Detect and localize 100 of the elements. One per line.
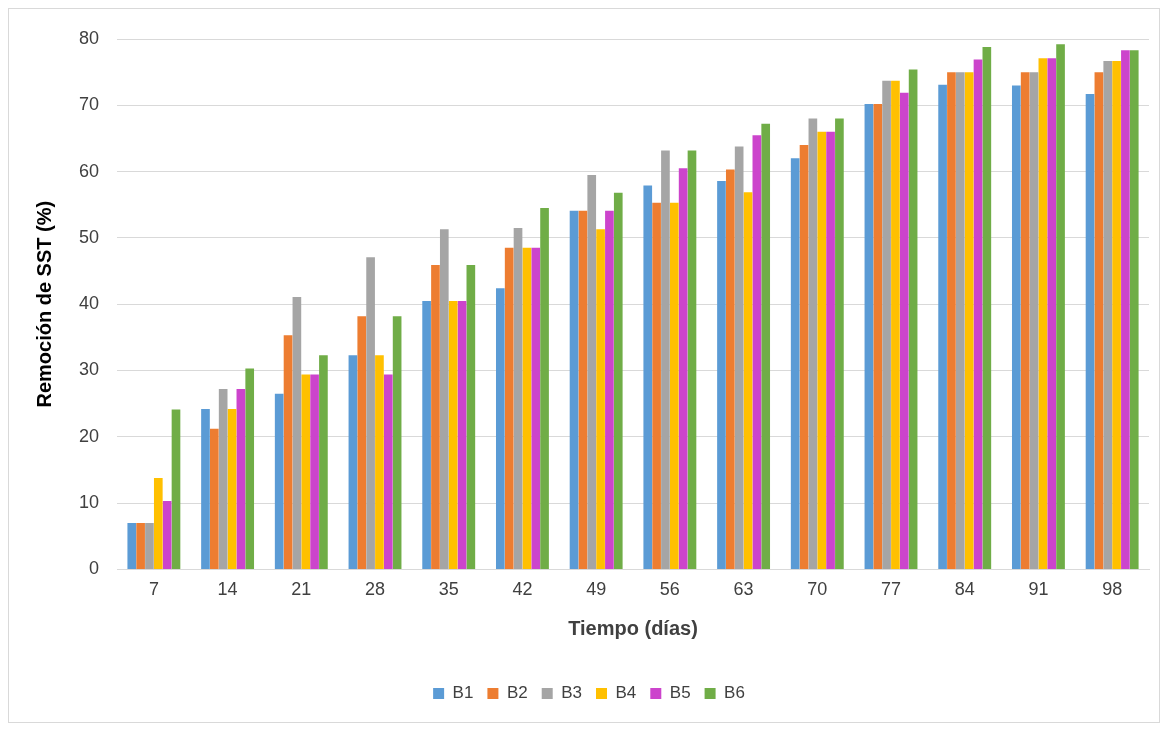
bar	[1011, 85, 1021, 569]
bar	[938, 84, 947, 569]
x-tick-label: 21	[291, 579, 312, 600]
y-tick-label: 70	[78, 94, 100, 115]
bar	[947, 72, 956, 569]
legend-label: B4	[615, 683, 637, 703]
bar	[495, 288, 505, 569]
bar	[171, 409, 181, 569]
bar	[587, 174, 597, 569]
legend-label: B6	[724, 683, 745, 703]
bar	[310, 374, 319, 569]
x-tick-label: 14	[217, 579, 238, 600]
bar	[392, 316, 402, 569]
bar	[873, 103, 883, 569]
bar	[127, 522, 137, 569]
bar	[522, 247, 532, 569]
bar	[1085, 94, 1095, 569]
bar	[613, 192, 623, 569]
x-tick-label: 35	[438, 579, 459, 600]
bar	[661, 150, 670, 569]
bar	[383, 374, 393, 569]
bar	[1020, 72, 1030, 569]
bar	[136, 522, 145, 569]
y-tick-label: 50	[78, 226, 100, 247]
bar	[292, 296, 302, 569]
bar	[1121, 50, 1130, 569]
y-tick-label: 0	[89, 558, 100, 579]
x-tick-label: 28	[365, 579, 386, 600]
x-tick-label: 98	[1102, 579, 1123, 600]
y-axis-title: Remoción de SST (%)	[32, 200, 55, 408]
x-tick-label: 84	[954, 579, 975, 600]
bar	[1103, 60, 1113, 569]
bar	[652, 202, 661, 569]
bar	[1056, 44, 1065, 569]
bar	[569, 210, 579, 569]
bar	[283, 335, 293, 569]
bar	[366, 257, 375, 569]
bar	[357, 316, 367, 569]
bar	[799, 145, 809, 569]
bar	[743, 192, 753, 569]
bar	[973, 59, 983, 569]
bar	[790, 158, 800, 569]
bar	[1047, 58, 1057, 569]
bar	[752, 135, 762, 569]
bar	[964, 72, 974, 569]
bar	[531, 247, 541, 569]
x-tick-label: 77	[880, 579, 902, 600]
bar	[982, 46, 992, 569]
bar	[687, 150, 697, 569]
bar	[835, 118, 844, 569]
bar	[466, 265, 476, 569]
y-tick-label: 20	[78, 425, 100, 446]
bar	[643, 185, 653, 569]
y-tick-label: 30	[78, 359, 100, 380]
bar	[1112, 60, 1121, 569]
bar	[540, 208, 549, 569]
bar	[162, 501, 172, 569]
bar	[431, 265, 440, 569]
y-tick-label: 60	[78, 160, 100, 181]
bar	[319, 355, 328, 569]
y-tick-label: 10	[78, 492, 100, 513]
x-tick-label: 7	[148, 579, 159, 600]
bar	[899, 92, 909, 569]
bar	[908, 69, 918, 569]
bar	[245, 368, 255, 569]
bar	[236, 389, 246, 569]
bar	[817, 131, 827, 569]
x-tick-label: 49	[586, 579, 607, 600]
bar	[605, 210, 614, 569]
bar	[882, 80, 891, 569]
x-axis-title: Tiempo (días)	[568, 616, 698, 639]
bar	[513, 227, 523, 569]
y-tick-label: 80	[78, 27, 100, 48]
bar	[457, 300, 467, 569]
legend-label: B3	[561, 683, 582, 703]
bar	[864, 103, 874, 569]
bar	[448, 300, 458, 569]
bar	[1038, 58, 1048, 569]
bar	[1029, 72, 1039, 569]
x-tick-label: 42	[512, 579, 533, 600]
bar	[1094, 72, 1104, 569]
bar	[201, 408, 210, 569]
bar	[808, 118, 818, 569]
bar	[1129, 50, 1139, 569]
bar	[439, 229, 449, 569]
bar	[578, 210, 588, 569]
y-tick-label: 40	[78, 293, 100, 314]
legend-label: B5	[669, 683, 691, 703]
bar	[274, 393, 284, 569]
x-tick-label: 63	[733, 579, 754, 600]
bar	[596, 229, 605, 569]
bar	[209, 428, 219, 569]
bar	[422, 300, 431, 569]
x-tick-label: 56	[659, 579, 680, 600]
bar	[375, 355, 384, 569]
bar	[348, 355, 358, 569]
legend-label: B2	[506, 683, 528, 703]
bar	[891, 80, 900, 569]
x-tick-label: 91	[1028, 579, 1049, 600]
bar	[227, 408, 237, 569]
